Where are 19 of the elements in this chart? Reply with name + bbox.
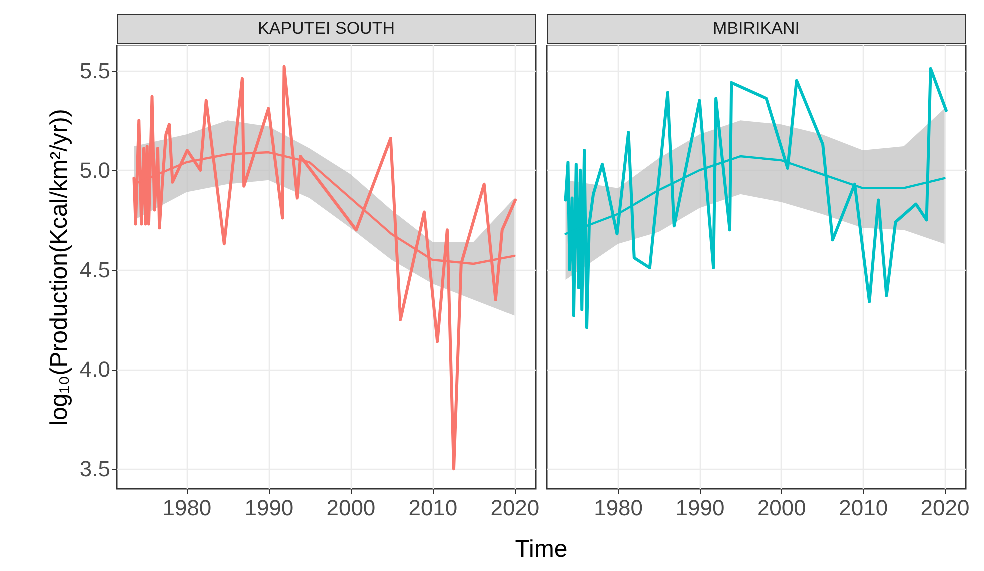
x-tick-label: 2010 — [408, 496, 458, 520]
x-tick-label: 1990 — [676, 496, 725, 520]
x-tick-label: 2020 — [490, 496, 540, 520]
x-tick-label: 2020 — [920, 496, 970, 520]
y-axis-title: log₁₀(Production(Kcal/km²/yr)) — [46, 109, 73, 426]
x-tick-label: 2000 — [757, 496, 806, 520]
y-tick-label: 4.5 — [80, 257, 110, 282]
chart-title: MBIRIKANI — [547, 14, 966, 44]
y-tick-label: 5.0 — [80, 158, 110, 183]
y-tick-label: 5.5 — [80, 58, 110, 84]
x-tick-label: 1980 — [594, 496, 644, 520]
y-tick-label: 3.5 — [80, 456, 110, 482]
x-tick-label: 1980 — [162, 496, 212, 520]
y-tick-label: 4.0 — [80, 357, 110, 382]
x-axis-title: Time — [514, 536, 569, 564]
x-tick-label: 1990 — [244, 496, 294, 520]
chart-title: KAPUTEI SOUTH — [117, 14, 536, 44]
x-tick-label: 2000 — [326, 496, 376, 520]
x-tick-label: 2010 — [839, 496, 888, 520]
